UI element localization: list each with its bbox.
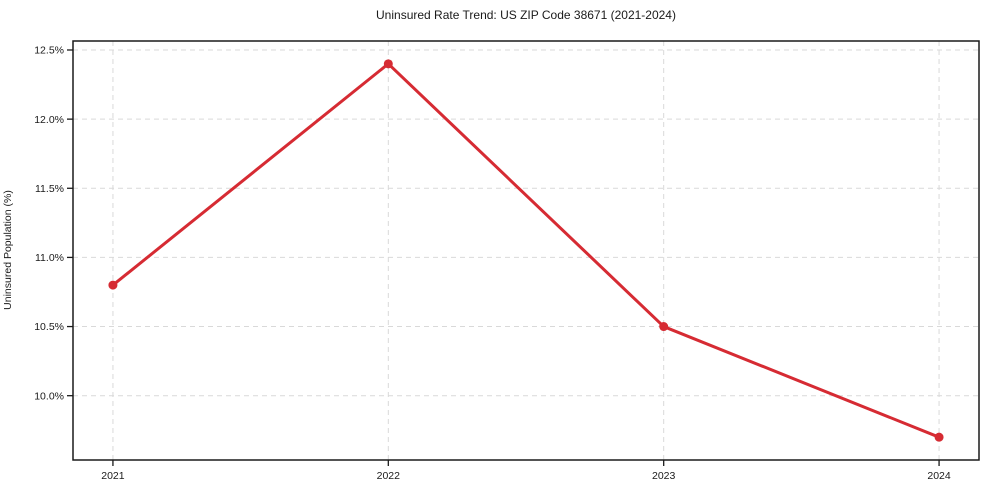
y-tick-label: 11.5% [35, 183, 64, 195]
x-tick-label: 2023 [652, 470, 676, 482]
chart-title: Uninsured Rate Trend: US ZIP Code 38671 … [376, 8, 676, 22]
data-point-marker [108, 280, 118, 290]
data-point-marker [934, 432, 944, 442]
data-point-marker [659, 322, 669, 332]
x-tick-label: 2024 [927, 470, 951, 482]
x-tick-label: 2022 [377, 470, 401, 482]
trend-line [111, 62, 941, 439]
y-tick-label: 12.5% [34, 45, 64, 57]
y-tick-label: 10.5% [34, 321, 64, 333]
y-tick-label: 11.0% [35, 252, 64, 264]
y-tick-label: 10.0% [34, 390, 64, 402]
plot-border [72, 40, 980, 461]
x-tick-label: 2021 [101, 470, 125, 482]
y-tick-label: 12.0% [34, 114, 64, 126]
data-point-marker [383, 59, 393, 69]
